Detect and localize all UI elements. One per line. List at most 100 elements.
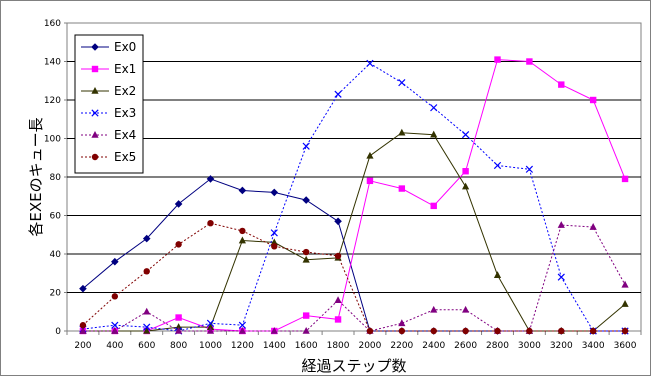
data-point-ex0 bbox=[142, 234, 151, 243]
y-tick-label: 80 bbox=[50, 173, 62, 183]
data-point-ex4 bbox=[557, 221, 565, 228]
x-tick-label: 2600 bbox=[454, 341, 477, 351]
data-point-ex5 bbox=[271, 243, 278, 250]
data-point-ex5 bbox=[111, 293, 119, 300]
data-point-ex5 bbox=[366, 327, 374, 335]
x-tick-label: 3400 bbox=[582, 341, 605, 351]
data-point-ex0 bbox=[79, 284, 87, 293]
data-point-ex0 bbox=[270, 188, 279, 197]
y-tick-label: 40 bbox=[50, 250, 62, 260]
legend-label-ex0: Ex0 bbox=[114, 40, 136, 54]
x-tick-label: 800 bbox=[170, 341, 187, 351]
data-point-ex3 bbox=[525, 165, 534, 173]
data-point-ex1 bbox=[526, 58, 533, 65]
x-tick-label: 2400 bbox=[422, 341, 445, 351]
data-point-ex4 bbox=[79, 327, 87, 334]
gridlines bbox=[67, 61, 641, 293]
y-tick-label: 160 bbox=[44, 19, 61, 29]
data-point-ex2 bbox=[430, 130, 438, 138]
data-point-ex1 bbox=[398, 185, 406, 192]
data-point-ex4 bbox=[206, 327, 215, 334]
data-point-ex3 bbox=[302, 142, 310, 150]
y-tick-label: 120 bbox=[44, 96, 61, 106]
x-tick-labels: 200 400 600 800 1000 1200 1400 1600 1800 2000 2200… bbox=[66, 331, 642, 351]
legend-label-ex1: Ex1 bbox=[114, 62, 136, 76]
data-point-ex4 bbox=[302, 327, 310, 334]
data-point-ex5 bbox=[430, 327, 437, 335]
data-point-ex5 bbox=[175, 241, 182, 248]
data-point-ex2 bbox=[621, 300, 629, 307]
legend-label-ex3: Ex3 bbox=[114, 106, 136, 120]
data-point-ex5 bbox=[398, 327, 406, 335]
data-point-ex0 bbox=[206, 175, 215, 183]
y-axis-title: 各EXEのキュー長 bbox=[27, 117, 45, 236]
legend-marker-ex0 bbox=[91, 43, 99, 51]
data-point-ex3 bbox=[366, 59, 374, 68]
y-tick-label: 20 bbox=[50, 289, 62, 299]
x-tick-label: 2000 bbox=[358, 341, 381, 351]
legend-label-ex2: Ex2 bbox=[114, 84, 136, 98]
legend-marker-ex2 bbox=[91, 87, 99, 94]
legend-label-ex4: Ex4 bbox=[114, 128, 136, 142]
data-point-ex5 bbox=[589, 327, 597, 335]
data-point-ex1 bbox=[558, 81, 565, 88]
data-point-ex4 bbox=[430, 305, 438, 313]
data-point-ex5 bbox=[558, 327, 565, 335]
data-point-ex0 bbox=[334, 217, 342, 226]
data-point-ex2 bbox=[493, 271, 502, 278]
data-point-ex5 bbox=[462, 327, 469, 335]
data-point-ex5 bbox=[143, 268, 150, 275]
data-point-ex4 bbox=[589, 223, 597, 230]
data-point-ex4 bbox=[334, 296, 342, 303]
data-point-ex3 bbox=[493, 161, 502, 170]
data-point-ex1 bbox=[334, 316, 342, 323]
data-point-ex5 bbox=[334, 252, 342, 260]
data-point-ex3 bbox=[270, 229, 278, 237]
data-point-ex5 bbox=[302, 248, 310, 256]
data-point-ex4 bbox=[398, 319, 406, 327]
data-point-ex4 bbox=[143, 307, 151, 315]
y-tick-labels: 0 20 40 60 80 100 120 140 160 bbox=[44, 19, 67, 337]
data-point-ex3 bbox=[334, 90, 342, 98]
data-point-ex5 bbox=[79, 322, 87, 329]
data-point-ex5 bbox=[526, 327, 533, 335]
x-tick-label: 1800 bbox=[327, 341, 350, 351]
data-point-ex1 bbox=[462, 168, 469, 175]
x-tick-label: 1600 bbox=[295, 341, 318, 351]
x-tick-label: 3200 bbox=[550, 341, 573, 351]
data-point-ex3 bbox=[143, 323, 151, 331]
data-point-ex0 bbox=[111, 257, 119, 266]
data-point-ex3 bbox=[398, 79, 406, 87]
data-point-ex1 bbox=[589, 96, 597, 104]
data-point-ex1 bbox=[621, 175, 629, 183]
data-point-ex1 bbox=[302, 312, 310, 319]
data-point-ex2 bbox=[302, 255, 310, 263]
series-line-ex5 bbox=[82, 222, 626, 332]
data-point-ex1 bbox=[175, 314, 182, 321]
series-markers bbox=[79, 56, 629, 335]
data-point-ex0 bbox=[238, 186, 247, 195]
data-point-ex1 bbox=[430, 202, 437, 210]
data-point-ex4 bbox=[621, 280, 629, 288]
data-point-ex2 bbox=[175, 323, 183, 330]
data-point-ex3 bbox=[206, 319, 215, 327]
data-point-ex4 bbox=[238, 327, 246, 334]
x-axis-title: 経過ステップ数 bbox=[301, 357, 406, 375]
series-line-ex4 bbox=[82, 224, 626, 332]
data-point-ex2 bbox=[206, 323, 215, 330]
data-point-ex3 bbox=[430, 104, 438, 112]
data-point-ex1 bbox=[366, 177, 374, 185]
legend-box bbox=[74, 34, 144, 174]
y-tick-label: 0 bbox=[55, 327, 61, 337]
legend-marker-ex5 bbox=[91, 153, 99, 161]
legend-label-ex5: Ex5 bbox=[114, 150, 136, 164]
data-point-ex2 bbox=[398, 128, 406, 136]
x-tick-label: 1000 bbox=[199, 341, 222, 351]
y-tick-label: 140 bbox=[44, 58, 61, 68]
legend-marker-ex3 bbox=[91, 109, 99, 117]
data-point-ex3 bbox=[461, 131, 470, 139]
x-tick-label: 400 bbox=[106, 341, 123, 351]
series-line-ex1 bbox=[82, 59, 626, 332]
data-point-ex3 bbox=[238, 321, 247, 329]
